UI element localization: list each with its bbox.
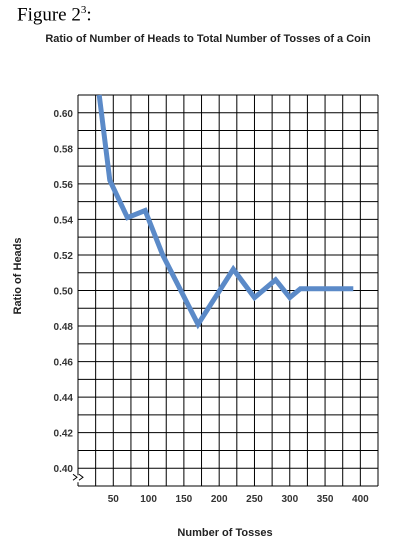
axis-break-mark xyxy=(72,473,84,481)
x-tick-label: 50 xyxy=(108,494,120,505)
figure-label: Figure 23: xyxy=(17,4,92,26)
chart-title: Ratio of Number of Heads to Total Number… xyxy=(45,33,371,45)
chart-grid xyxy=(77,94,379,487)
axis-break-gap xyxy=(74,475,82,483)
y-tick-label: 0.48 xyxy=(54,322,74,333)
x-tick-label: 350 xyxy=(317,494,334,505)
y-tick-label: 0.54 xyxy=(54,215,74,226)
x-tick-label: 150 xyxy=(176,494,193,505)
y-tick-label: 0.56 xyxy=(54,180,74,191)
y-tick-label: 0.42 xyxy=(54,429,74,440)
y-tick-labels: 0.40 0.42 0.44 0.46 0.48 0.50 0.52 0.54 0.56 0.58… xyxy=(54,109,74,475)
y-tick-label: 0.52 xyxy=(54,251,74,262)
series-layer xyxy=(96,94,354,330)
x-tick-labels: 50 100 150 200 250 300 350 400 xyxy=(108,494,369,505)
x-tick-label: 200 xyxy=(211,494,228,505)
x-tick-label: 100 xyxy=(140,494,157,505)
y-tick-label: 0.40 xyxy=(54,464,74,475)
y-axis-break xyxy=(72,473,84,483)
y-axis-label: Ratio of Heads xyxy=(12,237,24,314)
y-tick-label: 0.50 xyxy=(54,287,74,298)
x-tick-label: 250 xyxy=(246,494,263,505)
x-tick-label: 300 xyxy=(281,494,298,505)
y-tick-label: 0.44 xyxy=(54,393,74,404)
y-tick-label: 0.46 xyxy=(54,358,74,369)
y-tick-label: 0.58 xyxy=(54,144,74,155)
series-line xyxy=(96,94,354,330)
x-axis-label: Number of Tosses xyxy=(177,527,272,539)
y-tick-label: 0.60 xyxy=(54,109,74,120)
x-tick-label: 400 xyxy=(352,494,369,505)
